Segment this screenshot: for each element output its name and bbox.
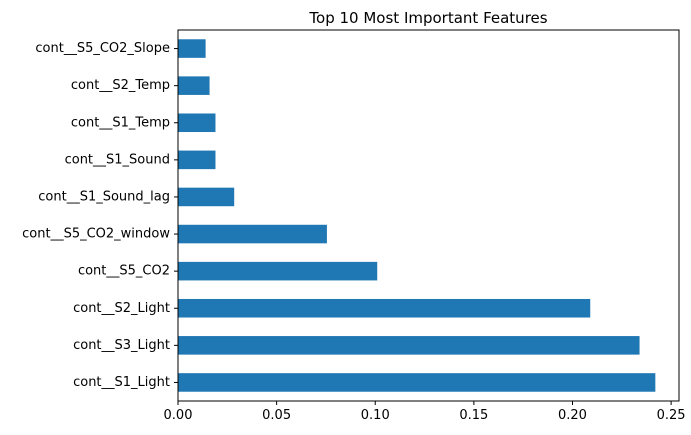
y-tick-label: cont__S5_CO2	[78, 264, 170, 279]
y-tick-label: cont__S1_Light	[73, 375, 170, 390]
y-tick-label: cont__S5_CO2_window	[22, 227, 170, 242]
y-tick-label: cont__S1_Temp	[71, 115, 170, 130]
bar-cont__S1_Light	[178, 373, 656, 392]
x-tick-label: 0.05	[262, 408, 291, 423]
y-tick-label: cont__S1_Sound_lag	[38, 189, 170, 204]
y-tick-label: cont__S2_Light	[73, 301, 170, 316]
chart-title: Top 10 Most Important Features	[308, 9, 547, 27]
y-tick-label: cont__S5_CO2_Slope	[35, 41, 170, 56]
x-axis: 0.00 0.05 0.10 0.15 0.20 0.25	[164, 401, 686, 423]
bar-cont__S1_Temp	[178, 113, 216, 133]
bar-cont__S1_Sound	[178, 150, 216, 170]
bar-cont__S2_Temp	[178, 76, 210, 95]
bar-cont__S1_Sound_lag	[178, 187, 235, 207]
x-tick-label: 0.25	[657, 408, 686, 423]
plot-frame	[177, 29, 680, 402]
x-tick-label: 0.10	[361, 408, 390, 423]
x-tick-label: 0.20	[558, 408, 587, 423]
x-tick-label: 0.15	[459, 408, 488, 423]
y-axis: cont__S1_Light cont__S3_Light cont__S2_Lig…	[22, 41, 178, 390]
bar-cont__S5_CO2	[178, 261, 378, 281]
y-tick-label: cont__S3_Light	[73, 338, 170, 353]
bar-cont__S3_Light	[178, 336, 640, 355]
bar-cont__S5_CO2_Slope	[178, 39, 206, 58]
y-tick-label: cont__S1_Sound	[65, 152, 170, 167]
bar-cont__S2_Light	[178, 298, 591, 318]
bar-cont__S5_CO2_window	[178, 224, 327, 244]
y-tick-label: cont__S2_Temp	[71, 78, 170, 93]
bars-group	[178, 39, 656, 392]
x-tick-label: 0.00	[164, 408, 193, 423]
